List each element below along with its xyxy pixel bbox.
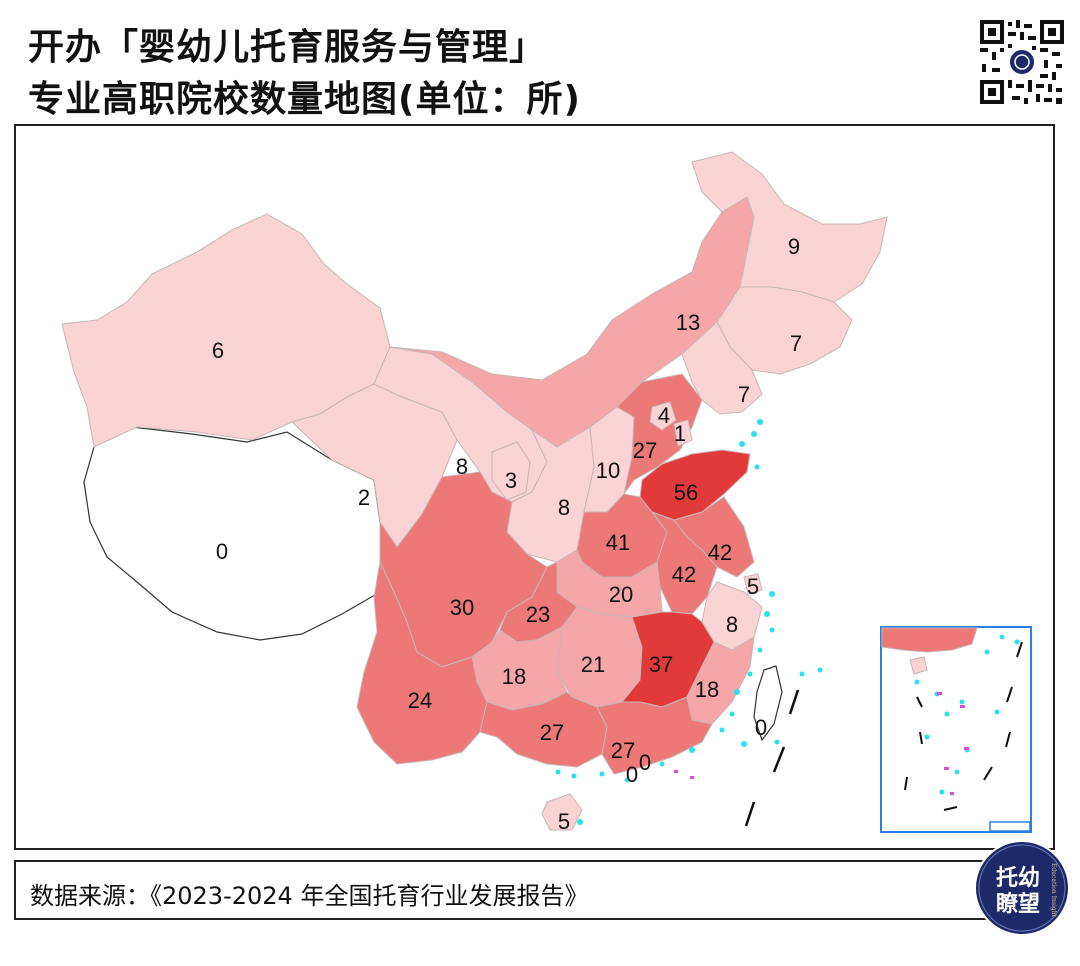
label-fujian: 18 xyxy=(695,677,719,702)
label-gansu: 8 xyxy=(456,454,468,479)
label-xinjiang: 6 xyxy=(212,338,224,363)
coastal-islands xyxy=(555,419,823,825)
maritime-boundary-lines xyxy=(744,689,800,827)
label-hongkong: 0 xyxy=(639,750,651,775)
label-hubei: 20 xyxy=(609,582,633,607)
label-beijing: 4 xyxy=(658,403,670,428)
svg-text:瞭望: 瞭望 xyxy=(996,892,1040,917)
region-labels: 6 0 2 8 3 13 9 7 7 4 1 27 10 8 56 41 42 … xyxy=(212,234,802,834)
label-shandong: 56 xyxy=(674,480,698,505)
sea-islets xyxy=(674,770,694,779)
label-zhejiang: 8 xyxy=(726,612,738,637)
label-macau: 0 xyxy=(626,762,638,787)
label-shanxi: 10 xyxy=(596,458,620,483)
label-hunan: 21 xyxy=(581,652,605,677)
south-china-sea-inset xyxy=(880,626,1032,833)
region-yunnan xyxy=(356,560,488,765)
title-line-2: 专业高职院校数量地图(单位：所) xyxy=(28,79,581,120)
label-yunnan: 24 xyxy=(408,688,432,713)
region-beijing xyxy=(649,401,677,431)
label-xizang: 0 xyxy=(216,539,228,564)
label-anhui: 42 xyxy=(672,562,696,587)
label-chongqing: 23 xyxy=(526,602,550,627)
data-source-text: 数据来源：《2023-2024 年全国托育行业发展报告》 xyxy=(30,882,589,910)
label-guangdong: 27 xyxy=(611,738,635,763)
label-shanghai: 5 xyxy=(747,574,759,599)
region-liaoning xyxy=(681,321,763,415)
region-taiwan xyxy=(753,665,783,742)
region-anhui xyxy=(650,510,718,615)
region-ningxia xyxy=(491,441,531,501)
label-tianjin: 1 xyxy=(674,421,686,446)
label-neimenggu: 13 xyxy=(676,310,700,335)
region-xizang xyxy=(83,426,398,641)
china-map: 6 0 2 8 3 13 9 7 7 4 1 27 10 8 56 41 42 … xyxy=(61,151,1032,834)
region-hebei xyxy=(616,373,703,495)
label-jiangxi: 37 xyxy=(649,652,673,677)
label-hebei: 27 xyxy=(633,438,657,463)
region-hainan xyxy=(541,793,583,831)
map-frame: 6 0 2 8 3 13 9 7 7 4 1 27 10 8 56 41 42 … xyxy=(14,124,1055,850)
label-shaanxi: 8 xyxy=(558,495,570,520)
label-guizhou: 18 xyxy=(502,664,526,689)
label-hainan: 5 xyxy=(558,809,570,834)
svg-text:托幼: 托幼 xyxy=(996,865,1040,891)
qr-code-icon[interactable] xyxy=(978,18,1066,106)
brand-logo-icon[interactable]: 托幼 瞭望 Education Insight xyxy=(972,838,1072,938)
svg-text:Education Insight: Education Insight xyxy=(1050,863,1057,918)
label-jilin: 7 xyxy=(790,331,802,356)
title-line-1: 开办「婴幼儿托育服务与管理」 xyxy=(28,27,547,68)
label-ningxia: 3 xyxy=(505,468,517,493)
region-guangdong xyxy=(596,696,713,775)
label-qinghai: 2 xyxy=(358,485,370,510)
label-sichuan: 30 xyxy=(450,595,474,620)
label-heilongjiang: 9 xyxy=(788,234,800,259)
region-tianjin xyxy=(673,419,693,447)
label-jiangsu: 42 xyxy=(708,540,732,565)
region-shanghai xyxy=(743,573,763,595)
region-qinghai xyxy=(291,383,458,548)
label-henan: 41 xyxy=(606,530,630,555)
label-guangxi: 27 xyxy=(540,720,564,745)
source-box: 数据来源：《2023-2024 年全国托育行业发展报告》 xyxy=(14,860,1014,920)
label-taiwan: 0 xyxy=(755,715,767,740)
label-liaoning: 7 xyxy=(738,382,750,407)
